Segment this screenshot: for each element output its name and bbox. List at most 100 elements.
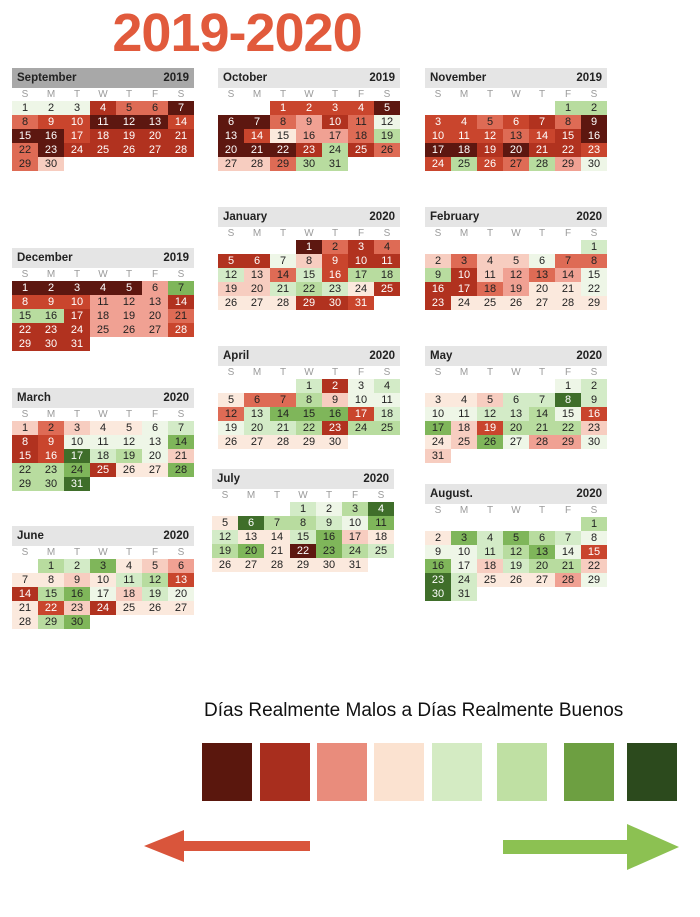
empty-cell bbox=[218, 240, 244, 254]
day-cell: 8 bbox=[12, 435, 38, 449]
day-cell: 30 bbox=[316, 558, 342, 572]
legend-swatch bbox=[374, 743, 424, 801]
weekday-label: W bbox=[511, 228, 521, 239]
day-cell: 18 bbox=[477, 559, 503, 573]
month-year: 2019 bbox=[163, 72, 189, 84]
day-cell: 6 bbox=[244, 393, 270, 407]
day-cell: 10 bbox=[90, 573, 116, 587]
empty-cell bbox=[238, 502, 264, 516]
day-cell: 28 bbox=[270, 435, 296, 449]
day-cell: 29 bbox=[12, 157, 38, 171]
day-cell: 8 bbox=[290, 516, 316, 530]
day-cell: 10 bbox=[322, 115, 348, 129]
day-cell: 7 bbox=[529, 115, 555, 129]
day-grid: 1 2 3 4 5 6 7 8 9 10 11 12 13 14 15 16 17 18 19 20 21 22 23 24 2… bbox=[425, 517, 607, 601]
arrow-left-icon bbox=[144, 830, 310, 862]
weekday-label: S bbox=[227, 367, 235, 378]
day-cell: 2 bbox=[581, 101, 607, 115]
month-september: September 2019 S M T W T F S 1 2 3 4 5 6 7 8 9 10 11 12 13 14 1… bbox=[12, 68, 194, 171]
day-cell: 13 bbox=[142, 435, 168, 449]
day-cell: 1 bbox=[581, 517, 607, 531]
day-cell: 7 bbox=[168, 281, 194, 295]
day-cell: 27 bbox=[142, 323, 168, 337]
day-cell: 18 bbox=[368, 530, 394, 544]
day-cell: 4 bbox=[451, 115, 477, 129]
weekday-label: T bbox=[125, 269, 133, 280]
day-cell: 11 bbox=[90, 115, 116, 129]
empty-cell bbox=[244, 379, 270, 393]
day-cell: 4 bbox=[451, 393, 477, 407]
day-cell: 26 bbox=[116, 143, 142, 157]
day-cell: 25 bbox=[90, 323, 116, 337]
page-title: 2019-2020 bbox=[112, 3, 362, 63]
day-cell: 29 bbox=[38, 615, 64, 629]
empty-cell bbox=[425, 101, 451, 115]
weekday-label: S bbox=[177, 409, 185, 420]
weekday-label: W bbox=[298, 490, 308, 501]
day-cell: 22 bbox=[12, 143, 38, 157]
day-cell: 16 bbox=[38, 129, 64, 143]
day-cell: 31 bbox=[425, 449, 451, 463]
day-cell: 16 bbox=[322, 268, 348, 282]
day-cell: 15 bbox=[290, 530, 316, 544]
weekday-label: W bbox=[98, 547, 108, 558]
day-cell: 17 bbox=[425, 143, 451, 157]
day-cell: 17 bbox=[322, 129, 348, 143]
month-december: December 2019 S M T W T F S 1 2 3 4 5 6 7 8 9 10 11 12 13 14 15… bbox=[12, 248, 194, 351]
weekday-label: W bbox=[511, 367, 521, 378]
day-cell: 15 bbox=[12, 309, 38, 323]
day-cell: 11 bbox=[90, 295, 116, 309]
day-cell: 9 bbox=[425, 545, 451, 559]
day-cell: 10 bbox=[348, 393, 374, 407]
day-cell: 22 bbox=[555, 143, 581, 157]
day-cell: 3 bbox=[425, 115, 451, 129]
day-cell: 13 bbox=[529, 545, 555, 559]
day-cell: 30 bbox=[581, 435, 607, 449]
day-cell: 12 bbox=[212, 530, 238, 544]
day-cell: 14 bbox=[168, 435, 194, 449]
legend-swatch bbox=[202, 743, 252, 801]
day-cell: 4 bbox=[374, 240, 400, 254]
day-cell: 20 bbox=[142, 129, 168, 143]
day-grid: 1 2 3 4 5 6 7 8 9 10 11 12 13 14 15 16 17 18 19 20 21 22 23 24 2… bbox=[12, 421, 194, 491]
day-cell: 29 bbox=[296, 435, 322, 449]
day-cell: 9 bbox=[581, 115, 607, 129]
weekday-label: F bbox=[564, 505, 572, 516]
month-year: 2019 bbox=[576, 72, 602, 84]
day-cell: 28 bbox=[168, 323, 194, 337]
day-cell: 2 bbox=[296, 101, 322, 115]
day-cell: 25 bbox=[374, 421, 400, 435]
day-cell: 6 bbox=[238, 516, 264, 530]
weekday-label: T bbox=[73, 409, 81, 420]
day-cell: 1 bbox=[12, 101, 38, 115]
day-cell: 19 bbox=[503, 282, 529, 296]
day-cell: 23 bbox=[581, 143, 607, 157]
day-cell: 26 bbox=[503, 573, 529, 587]
day-cell: 3 bbox=[348, 379, 374, 393]
day-cell: 7 bbox=[270, 254, 296, 268]
day-cell: 10 bbox=[425, 407, 451, 421]
day-cell: 13 bbox=[168, 573, 194, 587]
day-cell: 12 bbox=[218, 407, 244, 421]
day-cell: 29 bbox=[581, 296, 607, 310]
day-cell: 9 bbox=[38, 435, 64, 449]
day-cell: 9 bbox=[38, 115, 64, 129]
day-grid: 1 2 3 4 5 6 7 8 9 10 11 12 13 14 15 16 17 18 19 20 21 22 23 24 2… bbox=[12, 101, 194, 171]
day-cell: 17 bbox=[64, 449, 90, 463]
day-cell: 13 bbox=[218, 129, 244, 143]
weekday-label: W bbox=[98, 269, 108, 280]
day-cell: 8 bbox=[12, 295, 38, 309]
day-cell: 5 bbox=[477, 115, 503, 129]
day-cell: 21 bbox=[264, 544, 290, 558]
day-cell: 14 bbox=[12, 587, 38, 601]
weekday-label: T bbox=[331, 367, 339, 378]
empty-cell bbox=[425, 240, 451, 254]
day-cell: 18 bbox=[90, 309, 116, 323]
month-year: 2020 bbox=[576, 488, 602, 500]
day-cell: 8 bbox=[12, 115, 38, 129]
weekday-label: S bbox=[590, 89, 598, 100]
day-cell: 20 bbox=[168, 587, 194, 601]
weekday-label: T bbox=[486, 367, 494, 378]
